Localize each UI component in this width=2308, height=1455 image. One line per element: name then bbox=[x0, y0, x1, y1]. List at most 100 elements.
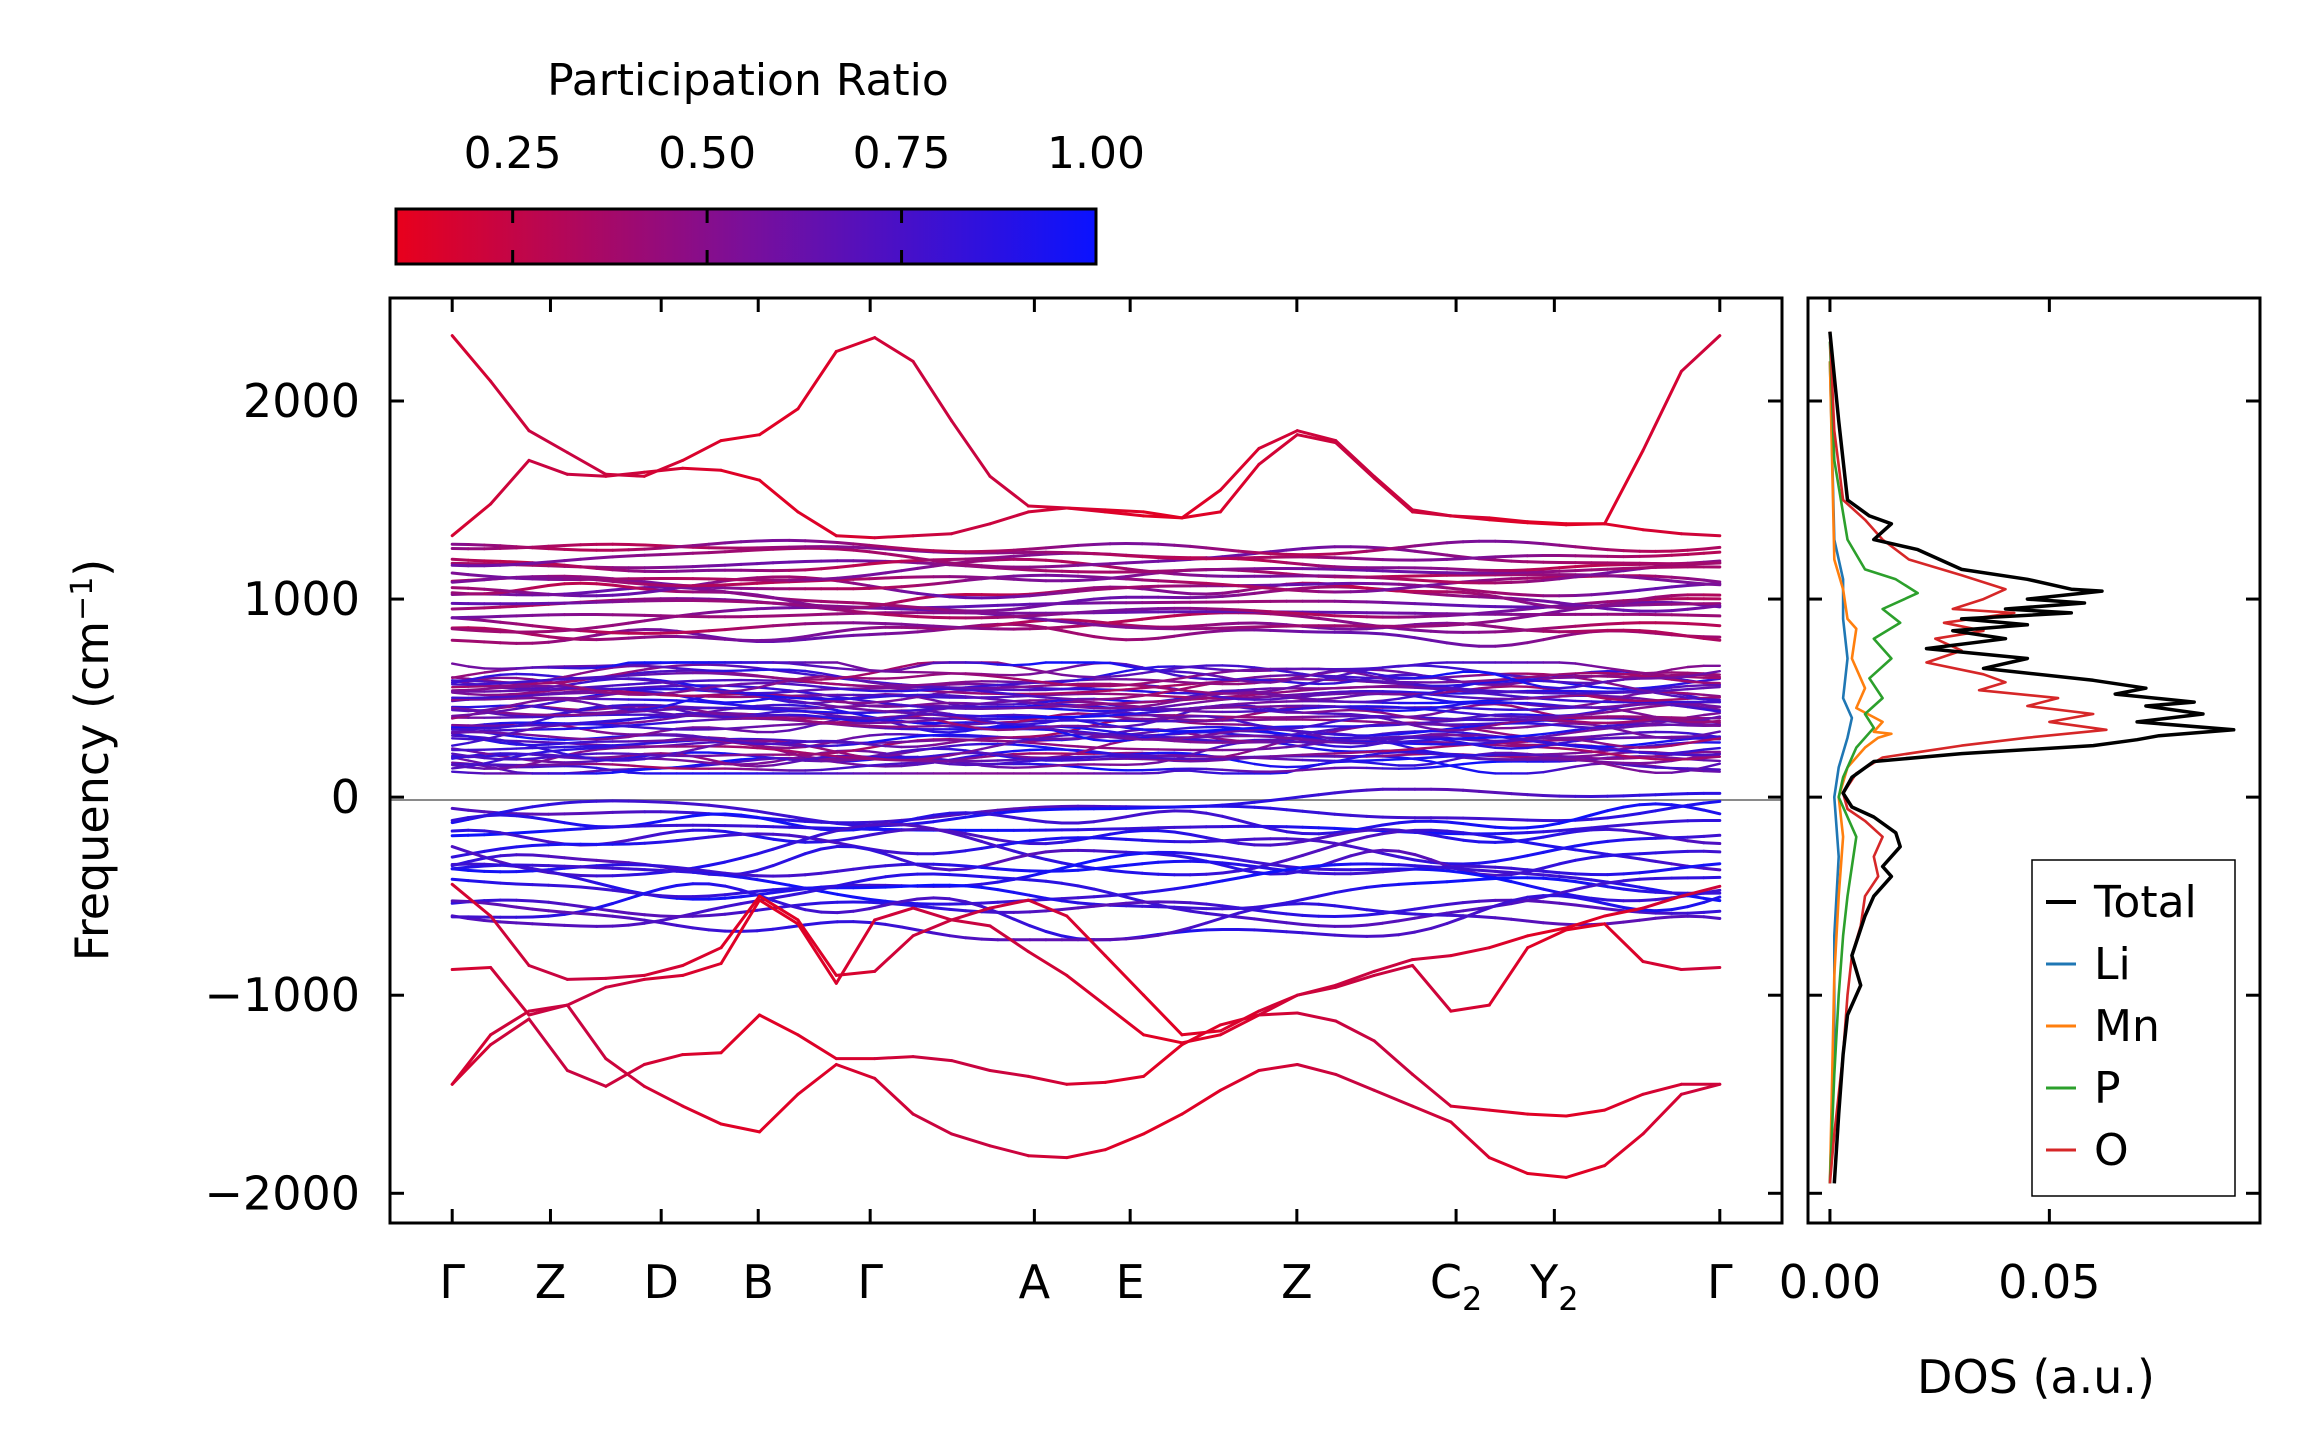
band-segment bbox=[1638, 574, 1658, 578]
band-segment bbox=[1429, 719, 1449, 724]
band-segment bbox=[499, 707, 518, 713]
band-segment bbox=[1558, 722, 1577, 726]
band-segment bbox=[547, 763, 566, 766]
band-segment bbox=[1477, 683, 1497, 687]
band-segment bbox=[1542, 707, 1561, 711]
band-segment bbox=[1189, 683, 1208, 689]
band-segment bbox=[467, 687, 486, 692]
band-segment bbox=[1269, 770, 1288, 773]
band-segment bbox=[1445, 586, 1465, 591]
band-segment bbox=[1317, 698, 1336, 703]
band-segment bbox=[1269, 586, 1289, 592]
band-segment bbox=[1413, 762, 1433, 767]
band-segment bbox=[563, 547, 583, 552]
band-segment bbox=[932, 580, 952, 586]
band-segment bbox=[1381, 697, 1401, 702]
band-segment bbox=[1702, 715, 1722, 721]
band-segment bbox=[1269, 700, 1288, 704]
band-segment bbox=[1606, 567, 1625, 571]
band-segment bbox=[579, 740, 598, 744]
band-segment bbox=[531, 759, 550, 763]
band-segment bbox=[1381, 717, 1401, 723]
band-segment bbox=[1124, 708, 1144, 712]
band-segment bbox=[900, 689, 919, 693]
band-segment bbox=[739, 757, 759, 761]
band-segment bbox=[900, 703, 919, 708]
band-segment bbox=[1237, 712, 1256, 718]
band-segment bbox=[595, 600, 615, 604]
band-segment bbox=[579, 711, 598, 715]
band-segment bbox=[482, 576, 502, 582]
band-segment bbox=[1525, 570, 1545, 574]
phonon-bands bbox=[450, 334, 1722, 1179]
band-segment bbox=[1220, 548, 1240, 553]
band-segment bbox=[643, 580, 663, 585]
band-segment bbox=[1012, 693, 1032, 698]
band-segment bbox=[851, 601, 871, 606]
band-segment bbox=[466, 573, 486, 578]
band-segment bbox=[627, 578, 647, 584]
band-segment bbox=[1269, 687, 1288, 693]
band-segment bbox=[1413, 756, 1433, 760]
band-segment bbox=[1381, 569, 1401, 573]
band-segment bbox=[1172, 580, 1192, 584]
band-segment bbox=[1606, 691, 1625, 695]
band-segment bbox=[466, 578, 486, 583]
band-segment bbox=[466, 586, 486, 591]
band-segment bbox=[980, 564, 1000, 569]
band-segment bbox=[515, 676, 534, 681]
band-segment bbox=[627, 720, 646, 725]
kpoint-label-main: Y bbox=[1529, 1255, 1559, 1309]
band-segment bbox=[900, 748, 919, 753]
band-segment bbox=[1253, 621, 1272, 626]
band-segment bbox=[819, 605, 839, 610]
band-segment bbox=[1189, 740, 1208, 744]
band-segment bbox=[851, 577, 871, 581]
band-segment bbox=[723, 626, 743, 632]
kpoint-label-main: Γ bbox=[1707, 1255, 1733, 1309]
band-segment bbox=[1092, 689, 1112, 693]
band-segment bbox=[836, 755, 855, 759]
band-segment bbox=[1525, 541, 1545, 546]
band-segment bbox=[1221, 768, 1240, 772]
band-segment bbox=[530, 613, 550, 617]
band-segment bbox=[1060, 620, 1080, 625]
band-segment bbox=[1526, 672, 1545, 676]
band-segment bbox=[1044, 731, 1064, 737]
band-segment bbox=[547, 681, 566, 685]
band-segment bbox=[514, 590, 534, 595]
band-segment bbox=[1445, 540, 1465, 545]
band-segment bbox=[1205, 704, 1224, 709]
band-segment bbox=[1236, 584, 1256, 589]
band-segment bbox=[1124, 623, 1144, 628]
band-segment bbox=[627, 754, 646, 759]
band-segment bbox=[1333, 618, 1353, 625]
band-segment bbox=[980, 738, 999, 742]
band-segment bbox=[1205, 667, 1224, 671]
band-segment bbox=[1654, 758, 1673, 761]
band-segment bbox=[1044, 718, 1064, 724]
band-segment bbox=[1333, 727, 1353, 733]
band-segment bbox=[916, 712, 935, 716]
band-segment bbox=[1140, 542, 1160, 546]
band-segment bbox=[1573, 593, 1593, 597]
band-segment bbox=[1670, 548, 1690, 553]
band-segment bbox=[1413, 683, 1433, 687]
band-segment bbox=[595, 555, 615, 560]
band-segment bbox=[691, 586, 711, 592]
band-segment bbox=[1333, 671, 1353, 679]
band-segment bbox=[1702, 769, 1722, 773]
band-segment bbox=[723, 739, 743, 744]
band-segment bbox=[563, 672, 582, 679]
band-segment bbox=[514, 613, 534, 618]
band-segment bbox=[820, 767, 839, 772]
band-segment bbox=[675, 565, 695, 569]
band-segment bbox=[723, 761, 743, 767]
band-segment bbox=[755, 768, 775, 772]
band-segment bbox=[611, 631, 631, 635]
band-segment bbox=[1574, 748, 1593, 753]
band-segment bbox=[1188, 568, 1208, 572]
band-segment bbox=[1189, 664, 1208, 668]
band-segment bbox=[1092, 751, 1112, 755]
band-segment bbox=[819, 565, 839, 571]
